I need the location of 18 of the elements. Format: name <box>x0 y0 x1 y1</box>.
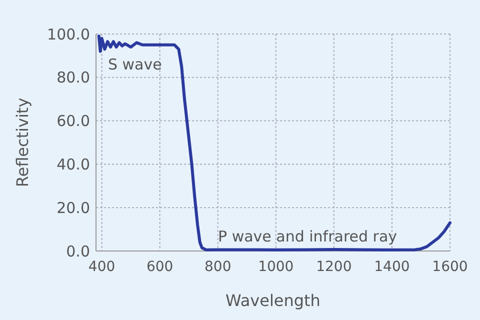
x-tick-label: 1000 <box>258 259 294 275</box>
y-tick-label: 80.0 <box>56 68 90 87</box>
y-tick-label: 0.0 <box>66 242 90 260</box>
x-tick-label: 800 <box>204 259 232 275</box>
annotation: P wave and infrared ray <box>218 227 398 246</box>
x-tick-label: 400 <box>88 259 116 275</box>
x-axis-title: Wavelength <box>226 291 320 310</box>
line-series <box>97 34 452 252</box>
x-tick-label: 1200 <box>316 259 352 275</box>
x-tick-label: 1600 <box>432 259 468 275</box>
annotation: S wave <box>108 55 162 74</box>
y-tick-label: 20.0 <box>56 198 90 217</box>
y-tick-label: 60.0 <box>56 112 90 130</box>
y-axis-title: Reflectivity <box>13 98 32 188</box>
x-tick-label: 600 <box>146 259 174 275</box>
x-tick-label: 1400 <box>374 259 410 275</box>
y-tick-label: 100.0 <box>47 25 90 44</box>
y-tick-label: 40.0 <box>56 155 90 174</box>
